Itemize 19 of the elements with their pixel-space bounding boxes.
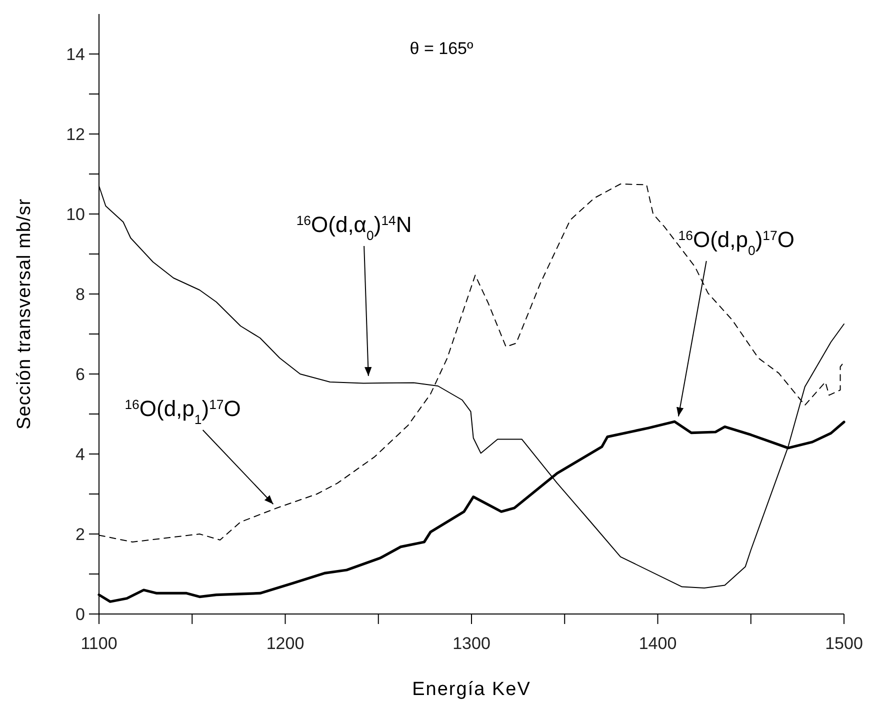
x-tick-label: 1100 [80,634,118,653]
annotation: $^{16}$O(d,p$_{0}$)$^{17}$O [678,227,794,258]
annotation: $^{16}$O(d,p$_{1}$)$^{17}$O [124,396,241,426]
x-axis-title: Energía KeV [412,679,531,700]
x-tick-label: 1400 [638,634,677,653]
y-tick-label: 0 [76,604,85,624]
y-tick-label: 4 [76,444,85,464]
x-tick-label: 1300 [452,634,490,653]
y-tick-label: 2 [76,524,85,544]
y-tick-label: 12 [66,124,85,144]
x-tick-label: 1500 [825,634,863,653]
y-tick-label: 14 [66,44,85,64]
text: θ = 165º [410,39,474,58]
x-tick-label: 1200 [266,634,304,653]
y-axis-title: Sección transversal mb/sr [14,198,35,430]
y-tick-label: 10 [66,204,85,224]
y-tick-label: 8 [76,284,85,304]
y-tick-label: 6 [76,364,85,384]
annotation: $^{16}$O(d,α$_{0}$)$^{14}$N [296,212,412,242]
